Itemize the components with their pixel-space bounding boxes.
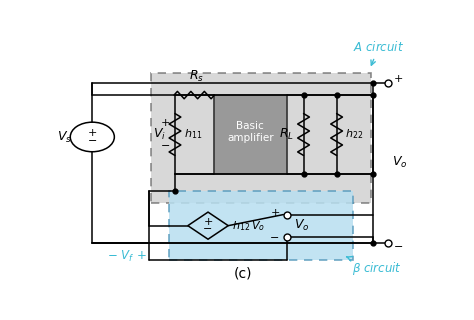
Text: $h_{12}\,V_o$: $h_{12}\,V_o$ — [232, 219, 265, 233]
Bar — [169, 191, 353, 260]
Text: −: − — [88, 136, 97, 146]
Text: $V_s$: $V_s$ — [57, 129, 72, 145]
Text: $R_s$: $R_s$ — [189, 69, 204, 84]
Text: $V_i$: $V_i$ — [153, 127, 166, 142]
Text: +: + — [88, 128, 97, 138]
Bar — [151, 73, 372, 204]
Bar — [213, 95, 287, 174]
Text: $A$ circuit: $A$ circuit — [353, 40, 404, 65]
Text: +: + — [393, 74, 403, 84]
Text: −: − — [203, 224, 213, 234]
Text: $h_{22}$: $h_{22}$ — [345, 128, 363, 141]
Text: +: + — [203, 218, 213, 228]
Text: $h_{11}$: $h_{11}$ — [184, 128, 202, 141]
Text: (c): (c) — [234, 266, 252, 280]
Text: $-\;V_f\;+$: $-\;V_f\;+$ — [107, 249, 147, 264]
Text: $R_L$: $R_L$ — [279, 127, 294, 142]
Text: +: + — [270, 208, 280, 218]
Text: +: + — [161, 118, 171, 128]
Text: $V_o$: $V_o$ — [294, 218, 310, 233]
Text: Basic
amplifier: Basic amplifier — [227, 121, 273, 143]
Text: −: − — [161, 140, 171, 151]
Text: −: − — [270, 233, 280, 243]
Text: $V_o$: $V_o$ — [392, 155, 408, 170]
Text: $\beta$ circuit: $\beta$ circuit — [346, 257, 402, 277]
Text: −: − — [393, 242, 403, 252]
